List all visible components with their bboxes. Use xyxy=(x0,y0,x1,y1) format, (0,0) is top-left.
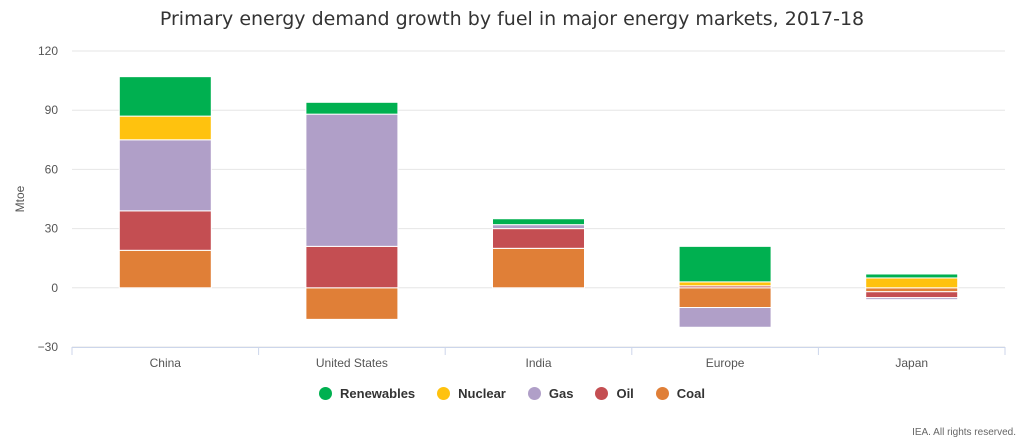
y-tick-label: 30 xyxy=(45,222,59,236)
y-tick-label: 90 xyxy=(45,103,59,117)
y-tick-label: −30 xyxy=(38,340,59,354)
legend-label: Nuclear xyxy=(458,386,506,401)
bar-oil-japan xyxy=(865,291,959,299)
legend-item-nuclear[interactable]: Nuclear xyxy=(437,386,506,401)
legend-label: Renewables xyxy=(340,386,416,401)
x-tick-label: Japan xyxy=(895,356,928,370)
bar-renewables-india xyxy=(492,218,585,226)
legend-swatch-renewables xyxy=(319,387,333,400)
y-tick-label: 60 xyxy=(45,162,59,176)
y-axis-label: Mtoe xyxy=(13,185,27,212)
legend-swatch-coal xyxy=(655,387,669,400)
legend-swatch-oil xyxy=(595,387,609,400)
legend-item-gas[interactable]: Gas xyxy=(527,386,574,401)
x-tick-label: Europe xyxy=(706,356,745,370)
bar-renewables-japan xyxy=(865,273,959,279)
bar-oil-united-states xyxy=(305,245,399,289)
bar-coal-japan xyxy=(865,287,959,293)
legend-label: Oil xyxy=(616,386,634,401)
bar-coal-united-states xyxy=(305,287,399,320)
bar-renewables-europe xyxy=(678,245,772,283)
copyright-credit: IEA. All rights reserved. xyxy=(912,427,1016,438)
y-tick-label: 120 xyxy=(38,44,58,58)
bar-gas-united-states xyxy=(305,113,399,247)
bar-coal-china xyxy=(118,249,212,289)
bar-nuclear-japan xyxy=(865,277,959,289)
legend-item-coal[interactable]: Coal xyxy=(655,386,705,401)
bar-renewables-united-states xyxy=(305,101,399,115)
bar-oil-india xyxy=(492,228,585,249)
stacked-bar-chart: −30 0 30 60 90 120 Mtoe China United States India… xyxy=(13,44,1006,370)
bar-gas-india xyxy=(492,224,585,230)
x-tick-label: China xyxy=(150,356,182,370)
bar-oil-china xyxy=(118,210,212,251)
bar-coal-europe xyxy=(678,287,772,309)
x-tick-label: India xyxy=(525,356,551,370)
bar-gas-japan xyxy=(865,297,959,301)
bar-coal-india xyxy=(492,247,585,289)
legend-label: Coal xyxy=(676,386,705,401)
x-tick-label: United States xyxy=(316,356,388,370)
bar-renewables-china xyxy=(118,76,212,117)
bar-nuclear-china xyxy=(118,115,212,141)
chart-legend: Renewables Nuclear Gas Oil Coal xyxy=(0,386,1024,401)
y-tick-label: 0 xyxy=(51,281,58,295)
legend-swatch-gas xyxy=(527,387,541,400)
bar-gas-china xyxy=(118,139,212,212)
chart-title: Primary energy demand growth by fuel in … xyxy=(159,8,865,30)
bar-nuclear-europe xyxy=(678,281,772,287)
legend-label: Gas xyxy=(548,386,574,401)
legend-item-renewables[interactable]: Renewables xyxy=(319,386,415,401)
legend-swatch-nuclear xyxy=(437,387,451,400)
bar-gas-europe xyxy=(678,307,772,328)
legend-item-oil[interactable]: Oil xyxy=(595,386,634,401)
